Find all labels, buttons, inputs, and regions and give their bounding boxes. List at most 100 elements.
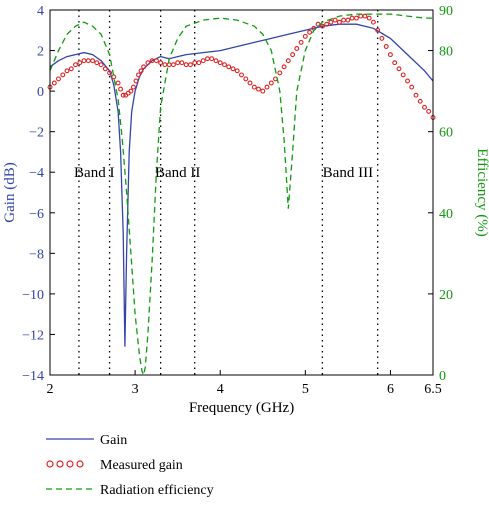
legend: Gain Measured gain Radiation efficiency <box>46 433 214 498</box>
measured-gain-point <box>409 84 415 90</box>
measured-gain-point <box>370 19 376 25</box>
measured-gain-point <box>120 92 126 98</box>
measured-gain-point <box>294 46 300 51</box>
measured-gain-point <box>213 58 219 64</box>
legend-item-measured-gain: Measured gain <box>46 458 183 473</box>
right-tick-label: 80 <box>439 45 453 60</box>
measured-gain-point <box>183 62 189 68</box>
measured-gain-point <box>268 80 274 86</box>
measured-gain-point <box>379 35 385 41</box>
measured-gain-point <box>413 92 419 98</box>
measured-gain-point <box>64 68 70 74</box>
measured-gain-point <box>290 52 296 58</box>
measured-gain-point <box>118 86 124 92</box>
measured-gain-point <box>94 60 100 66</box>
x-tick-label: 5 <box>302 382 309 397</box>
left-y-axis: 4 2 0 −2 −4 −6 −8 −10 −12 −14 <box>22 4 55 384</box>
left-y-axis-label: Gain (dB) <box>2 162 18 222</box>
measured-gain-point <box>383 44 389 49</box>
measured-gain-point <box>136 72 141 78</box>
measured-gain-point <box>192 60 198 66</box>
measured-gain-point <box>302 33 308 39</box>
measured-gain-point <box>107 70 113 76</box>
measured-gain-point <box>247 80 253 86</box>
measured-gain-point <box>243 76 249 82</box>
measured-gain-point <box>345 17 351 23</box>
measured-gain-point <box>426 108 432 114</box>
legend-marker <box>76 460 84 468</box>
measured-gain-point <box>81 58 87 64</box>
measured-gain-point <box>362 13 368 19</box>
measured-gain-point <box>68 66 74 72</box>
measured-gain-point <box>133 78 139 84</box>
measured-gain-point <box>158 60 164 66</box>
left-tick-label: −6 <box>29 207 44 222</box>
plot-frame <box>49 9 434 376</box>
measured-gain-point <box>179 60 185 66</box>
measured-gain-point <box>405 78 410 84</box>
legend-item-radiation-efficiency: Radiation efficiency <box>46 483 214 498</box>
measured-gain-point <box>102 66 108 72</box>
measured-gain-point <box>400 72 406 78</box>
x-tick-label: 2 <box>47 382 54 397</box>
right-tick-label: 20 <box>439 288 453 303</box>
legend-label-gain: Gain <box>100 433 127 448</box>
measured-gain-point <box>77 60 83 66</box>
measured-gain-point <box>175 60 181 66</box>
measured-gain-point <box>170 62 176 68</box>
left-tick-label: −4 <box>29 166 44 181</box>
x-axis-label: Frequency (GHz) <box>189 400 294 416</box>
measured-gain-point <box>392 60 398 66</box>
measured-gain-point <box>277 70 283 76</box>
measured-gain-point <box>358 13 364 19</box>
measured-gain-point <box>200 58 206 64</box>
right-tick-label: 60 <box>439 126 453 141</box>
measured-gain-point <box>324 21 330 27</box>
legend-item-gain: Gain <box>46 433 127 448</box>
measured-gain-point <box>396 66 402 72</box>
measured-gain-point <box>130 84 136 90</box>
measured-gain-point <box>209 56 215 62</box>
legend-marker <box>56 460 64 468</box>
measured-gain-point <box>141 64 147 70</box>
left-tick-label: 4 <box>37 4 44 19</box>
measured-gain-point <box>417 98 423 104</box>
left-tick-label: 0 <box>37 85 44 100</box>
measured-gain-point <box>234 68 240 74</box>
measured-gain-point <box>349 15 355 21</box>
series-layer <box>47 13 436 378</box>
measured-gain-point <box>260 88 266 94</box>
measured-gain-point <box>217 60 223 66</box>
measured-gain-point <box>56 76 61 82</box>
measured-gain-point <box>111 74 117 80</box>
measured-gain-point <box>336 19 342 25</box>
measured-gain-point <box>226 64 232 70</box>
measured-gain-point <box>51 80 57 86</box>
legend-swatch-measured-gain <box>46 460 84 468</box>
measured-gain-point <box>222 62 227 68</box>
measured-gain-point <box>239 72 244 78</box>
right-tick-label: 0 <box>439 369 446 384</box>
measured-gain-point <box>328 19 334 25</box>
measured-gain-point <box>307 29 313 35</box>
legend-marker <box>66 460 74 468</box>
x-tick-label: 4 <box>217 382 224 397</box>
left-tick-label: −14 <box>22 369 44 384</box>
measured-gain-point <box>256 86 261 92</box>
left-tick-label: −8 <box>29 247 44 262</box>
measured-gain-point <box>205 56 210 62</box>
measured-gain-point <box>90 58 96 64</box>
measured-gain-point <box>115 80 121 86</box>
legend-marker <box>46 460 54 468</box>
measured-gain-point <box>375 27 381 33</box>
measured-gain-point <box>332 17 338 23</box>
measured-gain-point <box>138 68 144 74</box>
left-tick-label: −10 <box>22 288 44 303</box>
measured-gain-point <box>98 62 104 68</box>
band-label-1: Band I <box>74 165 114 181</box>
right-y-axis: 90 80 60 40 20 0 <box>428 4 453 384</box>
measured-gain-point <box>73 62 78 68</box>
legend-label-radiation-efficiency: Radiation efficiency <box>100 483 214 498</box>
